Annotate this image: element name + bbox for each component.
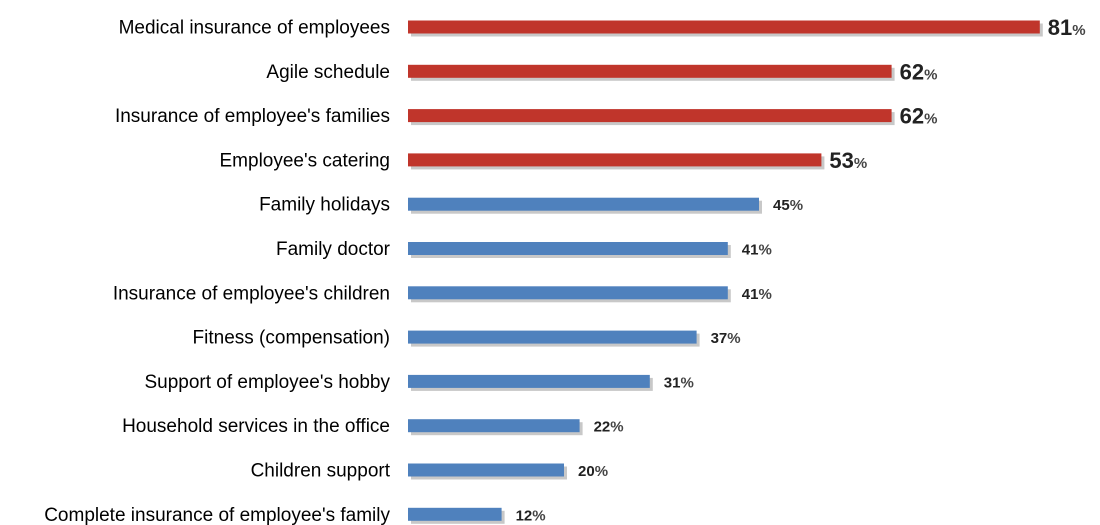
value-label: 53% bbox=[829, 148, 867, 173]
category-label: Agile schedule bbox=[266, 62, 390, 83]
value-number: 41 bbox=[742, 242, 759, 259]
value-number: 53 bbox=[829, 148, 853, 173]
value-unit: % bbox=[924, 111, 937, 128]
value-label: 81% bbox=[1048, 15, 1086, 40]
value-number: 31 bbox=[664, 374, 681, 391]
bar-row: Fitness (compensation) 37% bbox=[193, 328, 741, 349]
bar bbox=[408, 330, 697, 344]
value-label: 22% bbox=[594, 419, 624, 436]
value-label: 41% bbox=[742, 286, 772, 303]
category-label: Complete insurance of employee's family bbox=[44, 505, 390, 525]
value-unit: % bbox=[758, 286, 771, 303]
bar-row: Support of employee's hobby 31% bbox=[144, 372, 693, 393]
value-unit: % bbox=[1072, 22, 1085, 39]
bar bbox=[408, 197, 759, 211]
value-number: 22 bbox=[594, 419, 611, 436]
value-unit: % bbox=[790, 197, 803, 214]
value-unit: % bbox=[924, 66, 937, 83]
value-label: 20% bbox=[578, 463, 608, 480]
value-label: 45% bbox=[773, 197, 803, 214]
value-label: 12% bbox=[516, 507, 546, 524]
value-unit: % bbox=[727, 330, 740, 347]
value-number: 41 bbox=[742, 286, 759, 303]
bar-highlight bbox=[408, 20, 1040, 34]
category-label: Insurance of employee's families bbox=[115, 106, 390, 127]
category-label: Insurance of employee's children bbox=[113, 283, 390, 304]
value-label: 62% bbox=[900, 59, 938, 84]
bar-row: Agile schedule 62% bbox=[266, 59, 937, 84]
bar bbox=[408, 286, 728, 300]
bar bbox=[408, 419, 580, 433]
category-label: Family doctor bbox=[276, 239, 391, 260]
bar-highlight bbox=[408, 153, 822, 167]
bar-row: Insurance of employee's families 62% bbox=[115, 104, 937, 129]
bar-row: Family holidays 45% bbox=[259, 195, 803, 216]
bar-row: Insurance of employee's children 41% bbox=[113, 283, 772, 304]
bar bbox=[408, 374, 650, 388]
value-label: 31% bbox=[664, 374, 694, 391]
bar bbox=[408, 507, 502, 521]
value-unit: % bbox=[758, 242, 771, 259]
bar bbox=[408, 242, 728, 255]
category-label: Support of employee's hobby bbox=[144, 372, 390, 393]
category-label: Household services in the office bbox=[122, 416, 390, 437]
bar-row: Family doctor 41% bbox=[276, 239, 772, 260]
value-number: 62 bbox=[900, 59, 924, 84]
category-label: Family holidays bbox=[259, 195, 390, 216]
value-unit: % bbox=[854, 155, 867, 172]
category-label: Fitness (compensation) bbox=[193, 328, 390, 349]
bar-highlight bbox=[408, 109, 892, 123]
category-label: Employee's catering bbox=[220, 150, 391, 171]
bar-row: Children support 20% bbox=[251, 461, 608, 482]
value-unit: % bbox=[610, 419, 623, 436]
category-label: Children support bbox=[251, 461, 391, 482]
value-label: 62% bbox=[900, 104, 938, 129]
bar-row: Complete insurance of employee's family 1… bbox=[44, 505, 545, 525]
value-number: 81 bbox=[1048, 15, 1072, 40]
value-label: 37% bbox=[711, 330, 741, 347]
value-number: 37 bbox=[711, 330, 728, 347]
category-label: Medical insurance of employees bbox=[119, 18, 390, 39]
value-number: 20 bbox=[578, 463, 595, 480]
bar-row: Medical insurance of employees 81% bbox=[119, 15, 1086, 40]
bar-highlight bbox=[408, 64, 892, 78]
value-label: 41% bbox=[742, 242, 772, 259]
bar-row: Employee's catering 53% bbox=[220, 148, 868, 173]
value-number: 12 bbox=[516, 507, 533, 524]
value-number: 62 bbox=[900, 104, 924, 129]
value-unit: % bbox=[595, 463, 608, 480]
value-unit: % bbox=[680, 374, 693, 391]
bar bbox=[408, 463, 564, 477]
bar-row: Household services in the office 22% bbox=[122, 416, 624, 437]
value-unit: % bbox=[532, 507, 545, 524]
value-number: 45 bbox=[773, 197, 790, 214]
